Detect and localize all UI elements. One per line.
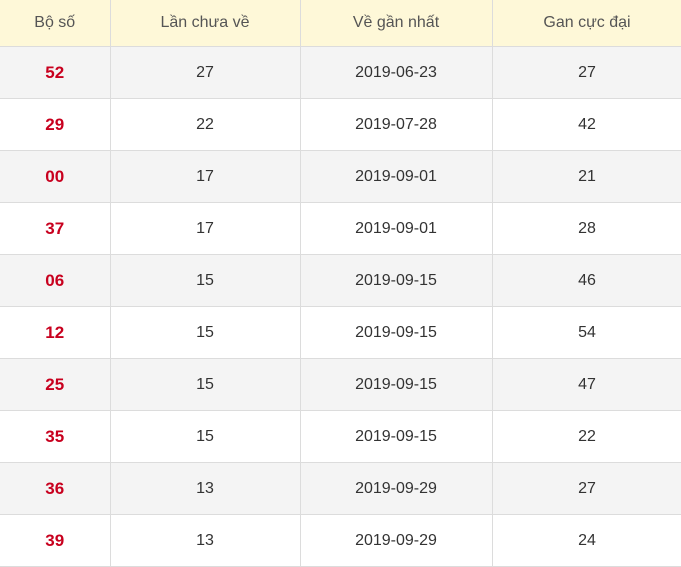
cell-number: 37: [0, 202, 111, 255]
cell-last-date: 2019-09-15: [299, 306, 493, 359]
cell-last-date: 2019-09-15: [299, 358, 493, 411]
cell-absent-count: 15: [109, 410, 301, 463]
table-row: 25 15 2019-09-15 47: [0, 358, 681, 411]
cell-absent-count: 15: [109, 306, 301, 359]
header-row: Bộ số Lần chưa về Về gần nhất Gan cực đạ…: [0, 0, 681, 47]
cell-last-date: 2019-09-29: [299, 514, 493, 567]
cell-number: 29: [0, 98, 111, 151]
cell-max-gap: 54: [491, 306, 681, 359]
cell-absent-count: 17: [109, 150, 301, 203]
cell-max-gap: 47: [491, 358, 681, 411]
cell-number: 35: [0, 410, 111, 463]
cell-last-date: 2019-07-28: [299, 98, 493, 151]
cell-number: 06: [0, 254, 111, 307]
table-row: 29 22 2019-07-28 42: [0, 98, 681, 151]
table-row: 06 15 2019-09-15 46: [0, 254, 681, 307]
cell-absent-count: 27: [109, 46, 301, 99]
table-row: 12 15 2019-09-15 54: [0, 306, 681, 359]
cell-max-gap: 22: [491, 410, 681, 463]
cell-number: 12: [0, 306, 111, 359]
cell-last-date: 2019-06-23: [299, 46, 493, 99]
cell-last-date: 2019-09-01: [299, 202, 493, 255]
header-gan-cuc-dai: Gan cực đại: [491, 0, 681, 47]
cell-last-date: 2019-09-01: [299, 150, 493, 203]
table-row: 35 15 2019-09-15 22: [0, 410, 681, 463]
header-lan-chua-ve: Lần chưa về: [109, 0, 301, 47]
cell-max-gap: 28: [491, 202, 681, 255]
cell-number: 25: [0, 358, 111, 411]
table-row: 37 17 2019-09-01 28: [0, 202, 681, 255]
table-row: 39 13 2019-09-29 24: [0, 514, 681, 567]
cell-absent-count: 13: [109, 514, 301, 567]
cell-absent-count: 15: [109, 358, 301, 411]
table-row: 52 27 2019-06-23 27: [0, 46, 681, 99]
header-ve-gan-nhat: Về gần nhất: [299, 0, 493, 47]
cell-absent-count: 22: [109, 98, 301, 151]
cell-max-gap: 27: [491, 46, 681, 99]
cell-absent-count: 13: [109, 462, 301, 515]
cell-last-date: 2019-09-29: [299, 462, 493, 515]
cell-max-gap: 27: [491, 462, 681, 515]
cell-number: 00: [0, 150, 111, 203]
table-row: 00 17 2019-09-01 21: [0, 150, 681, 203]
cell-number: 36: [0, 462, 111, 515]
cell-max-gap: 24: [491, 514, 681, 567]
header-bo-so: Bộ số: [0, 0, 111, 47]
cell-absent-count: 17: [109, 202, 301, 255]
cell-max-gap: 46: [491, 254, 681, 307]
cell-last-date: 2019-09-15: [299, 410, 493, 463]
table-row: 36 13 2019-09-29 27: [0, 462, 681, 515]
cell-number: 52: [0, 46, 111, 99]
cell-number: 39: [0, 514, 111, 567]
cell-max-gap: 21: [491, 150, 681, 203]
cell-max-gap: 42: [491, 98, 681, 151]
cell-absent-count: 15: [109, 254, 301, 307]
cell-last-date: 2019-09-15: [299, 254, 493, 307]
